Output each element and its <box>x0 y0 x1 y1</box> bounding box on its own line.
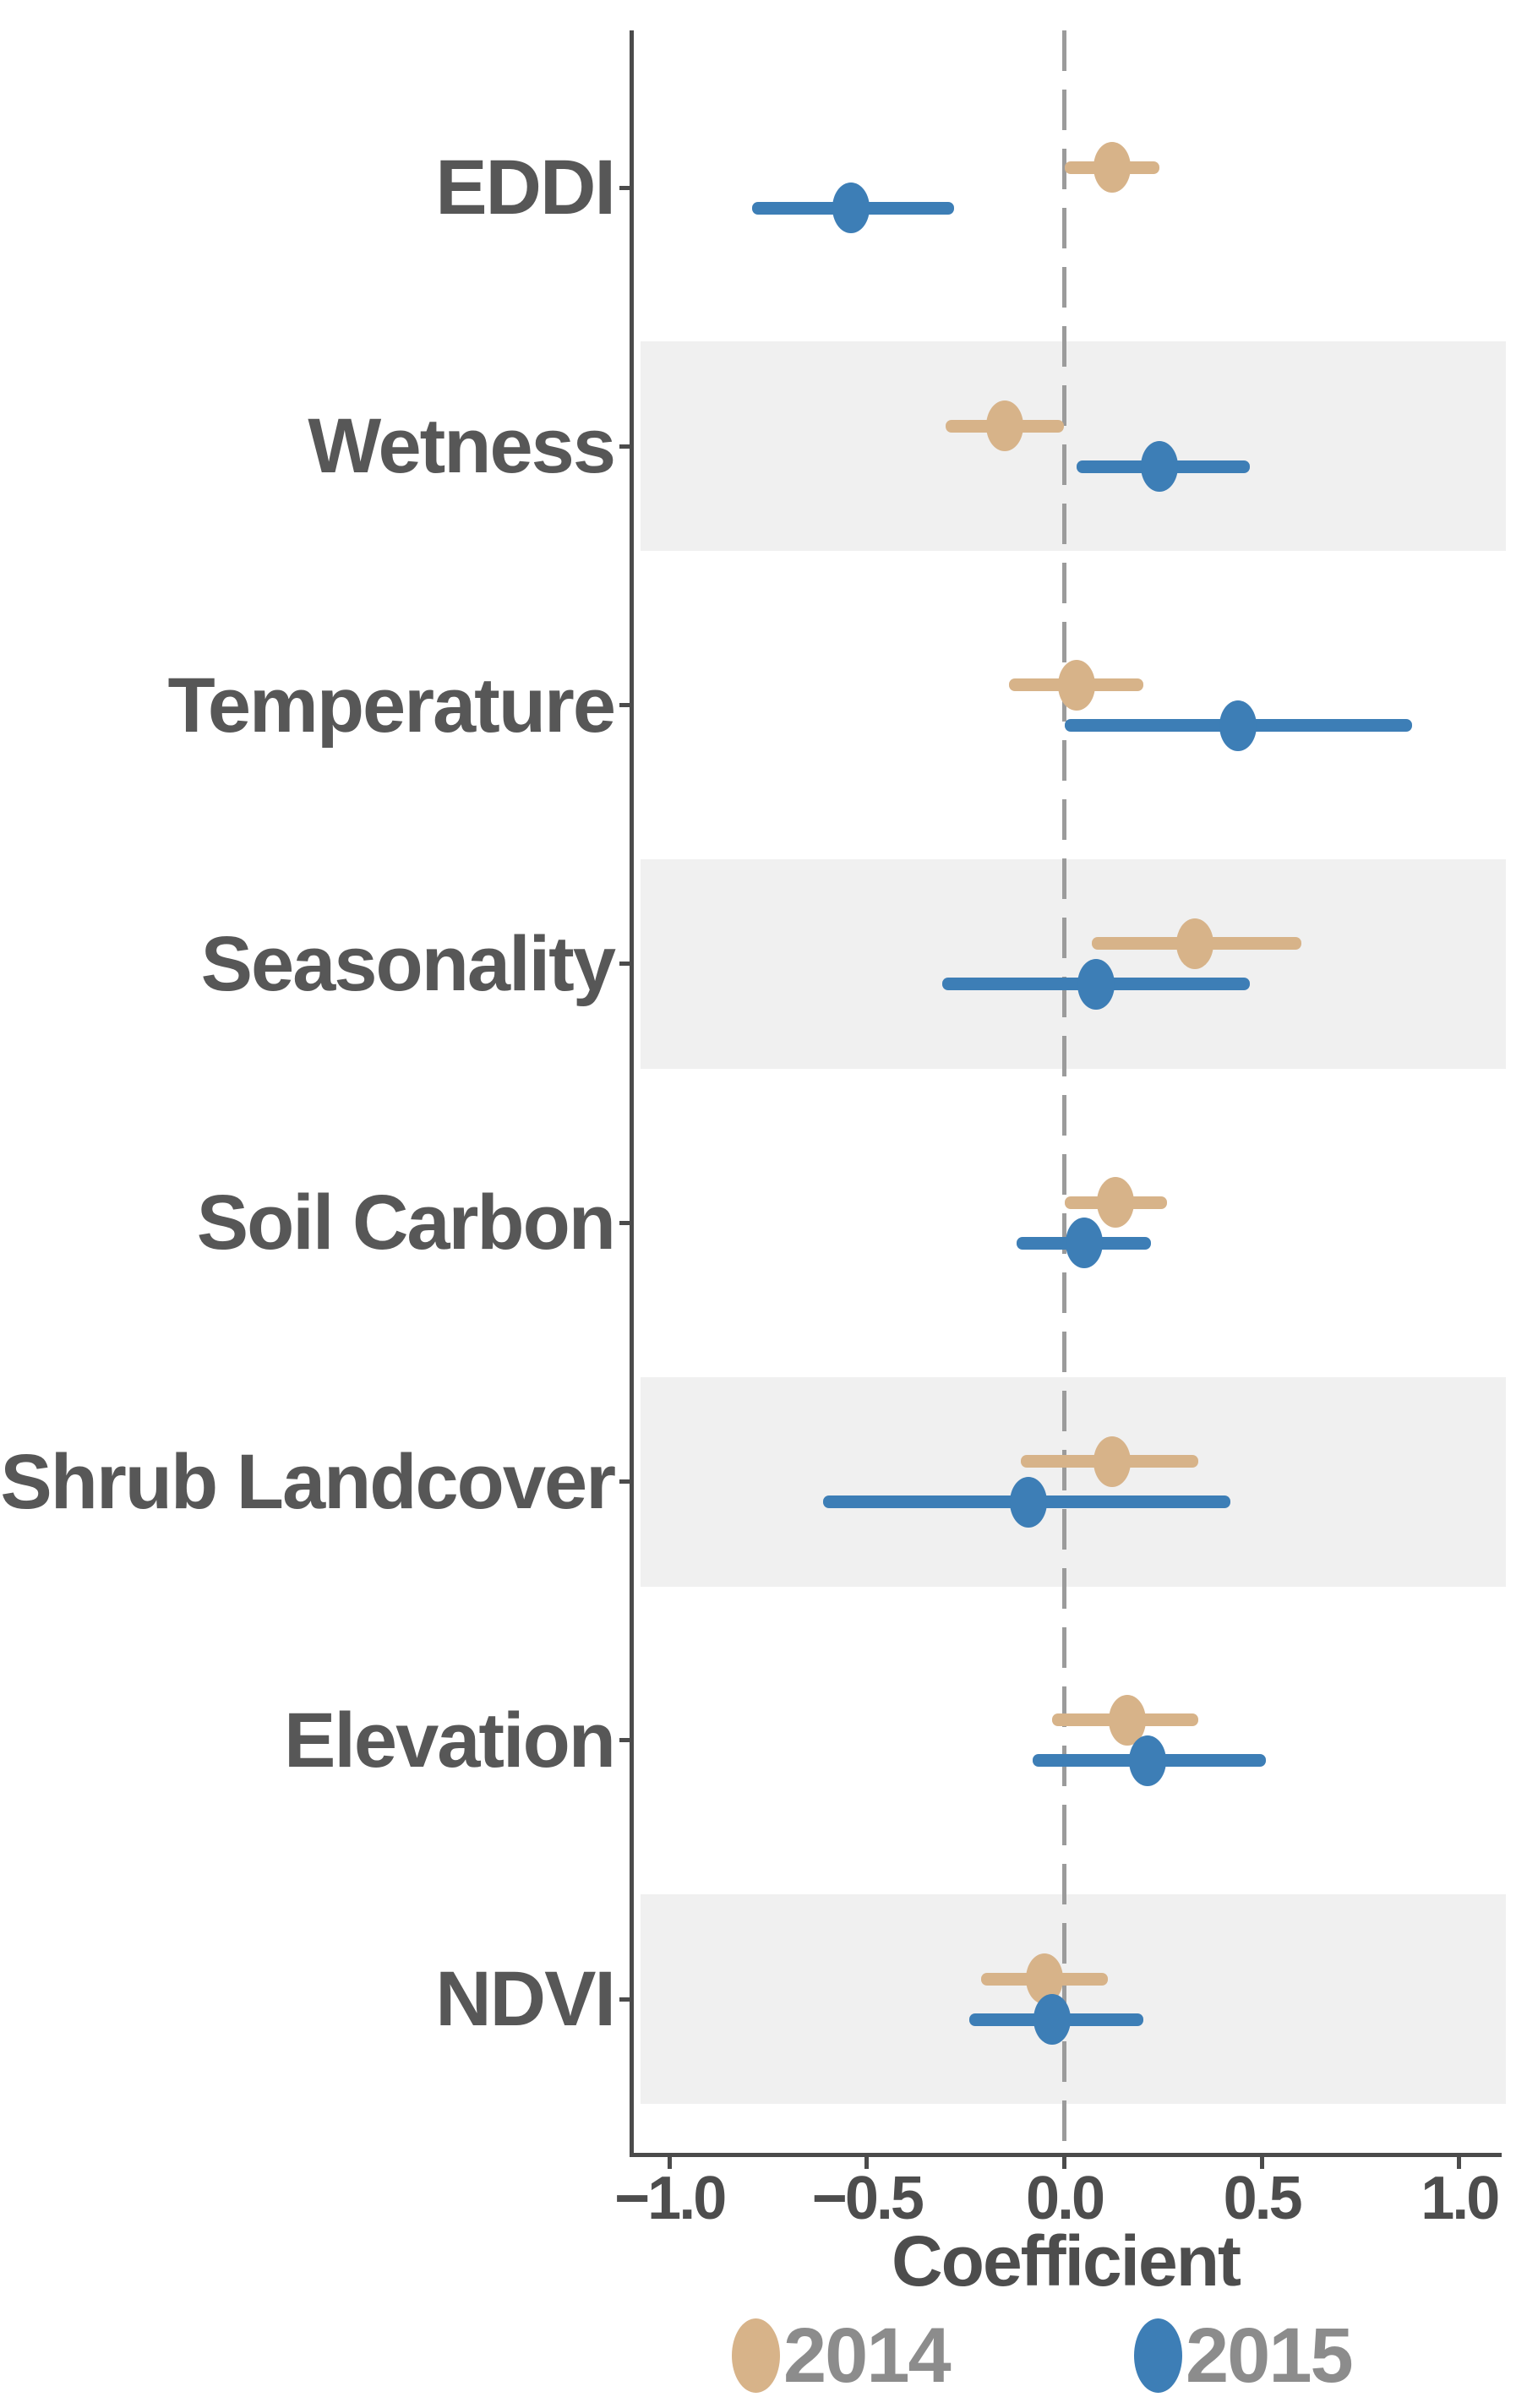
x-tick-label-4: 1.0 <box>1421 2165 1500 2232</box>
point-2015-shrub-landcover <box>1010 1476 1048 1528</box>
x-axis-title: Coefficient <box>891 2221 1241 2301</box>
legend-label-2014: 2014 <box>783 2313 952 2399</box>
category-label-ndvi: NDVI <box>435 1956 616 2043</box>
x-tick-label-0: −1.0 <box>614 2165 727 2232</box>
category-label-soil-carbon: Soil Carbon <box>196 1179 616 1267</box>
x-tick-label-2: 0.0 <box>1025 2165 1105 2232</box>
x-tick-label-1: −0.5 <box>811 2165 924 2232</box>
y-tick-eddi <box>619 185 630 190</box>
point-2014-seasonality <box>1175 918 1213 969</box>
category-label-temperature: Temperature <box>167 662 616 749</box>
point-2014-soil-carbon <box>1097 1177 1135 1229</box>
x-tick-2 <box>1062 2157 1066 2169</box>
point-2015-seasonality <box>1077 958 1115 1010</box>
y-tick-elevation <box>619 1738 630 1743</box>
y-tick-wetness <box>619 444 630 449</box>
y-tick-shrub-landcover <box>619 1479 630 1484</box>
y-tick-soil-carbon <box>619 1220 630 1225</box>
x-tick-0 <box>667 2157 672 2169</box>
point-2014-shrub-landcover <box>1093 1436 1131 1487</box>
point-2015-elevation <box>1128 1735 1166 1786</box>
x-tick-3 <box>1259 2157 1264 2169</box>
category-label-seasonality: Seasonality <box>200 920 616 1007</box>
row-band-seasonality <box>641 858 1506 1069</box>
y-axis-line <box>630 30 634 2157</box>
point-2015-wetness <box>1140 441 1178 493</box>
y-tick-temperature <box>619 703 630 708</box>
zero-reference-line <box>1062 30 1066 2153</box>
row-band-shrub-landcover <box>641 1376 1506 1587</box>
point-2015-ndvi <box>1033 1994 1072 2046</box>
category-label-elevation: Elevation <box>283 1697 616 1784</box>
category-label-eddi: EDDI <box>435 144 616 231</box>
point-2015-soil-carbon <box>1065 1218 1103 1269</box>
point-2015-temperature <box>1219 700 1257 751</box>
legend-swatch-2014 <box>732 2318 780 2393</box>
x-axis-line <box>630 2153 1502 2157</box>
x-tick-4 <box>1457 2157 1462 2169</box>
x-tick-1 <box>864 2157 870 2169</box>
row-band-wetness <box>641 341 1506 552</box>
point-2015-eddi <box>832 183 870 233</box>
y-tick-ndvi <box>619 1997 630 2002</box>
y-tick-seasonality <box>619 962 630 967</box>
legend-item-2015: 2015 <box>1134 2313 1354 2399</box>
row-band-ndvi <box>641 1894 1506 2105</box>
category-label-wetness: Wetness <box>308 403 616 490</box>
x-tick-label-3: 0.5 <box>1223 2165 1303 2232</box>
point-2014-temperature <box>1057 659 1095 711</box>
legend-swatch-2015 <box>1134 2318 1182 2393</box>
legend-item-2014: 2014 <box>732 2313 952 2399</box>
point-2014-wetness <box>986 400 1024 452</box>
legend-label-2015: 2015 <box>1186 2313 1354 2399</box>
category-label-shrub-landcover: Shrub Landcover <box>0 1438 616 1525</box>
point-2014-eddi <box>1093 142 1131 193</box>
